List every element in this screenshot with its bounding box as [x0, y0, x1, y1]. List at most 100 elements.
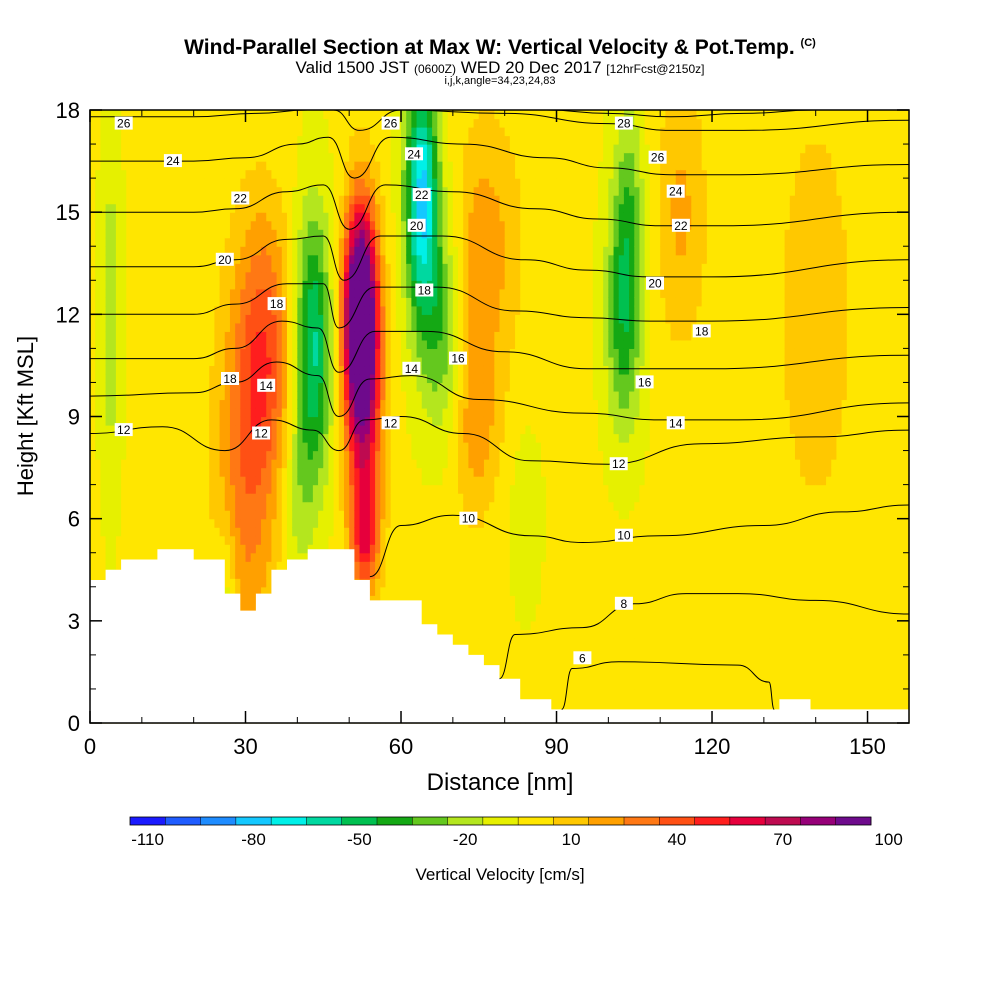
- velocity-cell: [364, 254, 371, 264]
- velocity-cell: [380, 501, 387, 511]
- velocity-cell: [126, 331, 133, 341]
- velocity-cell: [131, 493, 138, 503]
- velocity-cell: [364, 476, 371, 486]
- velocity-cell: [442, 365, 449, 375]
- velocity-cell: [375, 484, 381, 494]
- velocity-cell: [204, 459, 210, 469]
- velocity-cell: [354, 510, 361, 520]
- velocity-cell: [250, 493, 257, 503]
- velocity-cell: [380, 459, 387, 469]
- velocity-cell: [266, 322, 273, 332]
- velocity-cell: [349, 518, 355, 528]
- velocity-cell: [115, 459, 122, 469]
- velocity-cell: [442, 237, 449, 247]
- velocity-cell: [307, 442, 314, 452]
- velocity-cell: [245, 382, 252, 392]
- velocity-cell: [395, 578, 402, 588]
- velocity-cell: [390, 178, 397, 188]
- velocity-cell: [214, 390, 221, 401]
- velocity-cell: [240, 544, 247, 554]
- velocity-cell: [266, 484, 273, 494]
- velocity-cell: [328, 373, 335, 384]
- velocity-cell: [312, 127, 319, 137]
- velocity-cell: [183, 442, 190, 452]
- velocity-cell: [90, 407, 96, 418]
- velocity-cell: [297, 314, 304, 324]
- velocity-cell: [375, 356, 381, 367]
- velocity-cell: [136, 373, 143, 384]
- velocity-cell: [271, 118, 278, 128]
- velocity-cell: [395, 314, 402, 324]
- velocity-cell: [323, 339, 330, 349]
- velocity-cell: [426, 178, 433, 188]
- velocity-cell: [276, 501, 283, 511]
- velocity-cell: [147, 212, 153, 222]
- velocity-cell: [235, 203, 241, 213]
- velocity-cell: [281, 280, 288, 290]
- velocity-cell: [442, 518, 449, 528]
- velocity-cell: [167, 450, 174, 460]
- velocity-cell: [281, 416, 288, 426]
- velocity-cell: [364, 152, 371, 162]
- velocity-cell: [131, 399, 138, 409]
- velocity-cell: [131, 271, 138, 281]
- velocity-cell: [115, 510, 122, 520]
- velocity-cell: [250, 178, 257, 188]
- velocity-cell: [437, 118, 444, 128]
- velocity-cell: [141, 373, 148, 384]
- velocity-cell: [369, 518, 376, 528]
- velocity-cell: [426, 118, 433, 128]
- velocity-cell: [349, 322, 355, 332]
- velocity-cell: [172, 433, 179, 443]
- velocity-cell: [229, 220, 236, 230]
- velocity-cell: [271, 561, 278, 571]
- velocity-cell: [276, 535, 283, 545]
- velocity-cell: [105, 110, 112, 120]
- velocity-cell: [276, 561, 283, 571]
- velocity-cell: [297, 237, 304, 247]
- velocity-cell: [364, 263, 371, 273]
- velocity-cell: [385, 407, 392, 418]
- velocity-cell: [359, 203, 366, 213]
- velocity-cell: [255, 237, 262, 247]
- velocity-cell: [432, 144, 438, 154]
- velocity-cell: [121, 433, 127, 443]
- velocity-cell: [406, 356, 412, 367]
- velocity-cell: [115, 467, 122, 477]
- velocity-cell: [302, 501, 309, 511]
- velocity-cell: [193, 407, 200, 418]
- velocity-cell: [245, 348, 252, 358]
- velocity-cell: [307, 144, 314, 154]
- velocity-cell: [162, 501, 169, 511]
- velocity-cell: [421, 603, 428, 613]
- velocity-cell: [390, 425, 397, 435]
- velocity-cell: [281, 288, 288, 298]
- velocity-cell: [390, 220, 397, 230]
- velocity-cell: [131, 254, 138, 264]
- velocity-cell: [214, 373, 221, 384]
- velocity-cell: [214, 246, 221, 256]
- velocity-cell: [198, 476, 205, 486]
- velocity-cell: [178, 220, 184, 230]
- velocity-cell: [437, 246, 444, 256]
- velocity-cell: [421, 510, 428, 520]
- velocity-cell: [302, 203, 309, 213]
- velocity-cell: [131, 484, 138, 494]
- velocity-cell: [157, 425, 164, 435]
- velocity-cell: [359, 186, 366, 196]
- velocity-cell: [442, 561, 449, 571]
- velocity-cell: [442, 161, 449, 171]
- velocity-cell: [375, 382, 381, 392]
- velocity-cell: [421, 569, 428, 579]
- velocity-cell: [437, 552, 444, 562]
- velocity-cell: [333, 280, 340, 290]
- velocity-cell: [302, 365, 309, 375]
- velocity-cell: [224, 356, 231, 367]
- velocity-cell: [276, 186, 283, 196]
- velocity-cell: [437, 399, 444, 409]
- velocity-cell: [385, 280, 392, 290]
- velocity-cell: [442, 569, 449, 579]
- velocity-cell: [90, 425, 96, 435]
- velocity-cell: [115, 229, 122, 239]
- velocity-cell: [426, 416, 433, 426]
